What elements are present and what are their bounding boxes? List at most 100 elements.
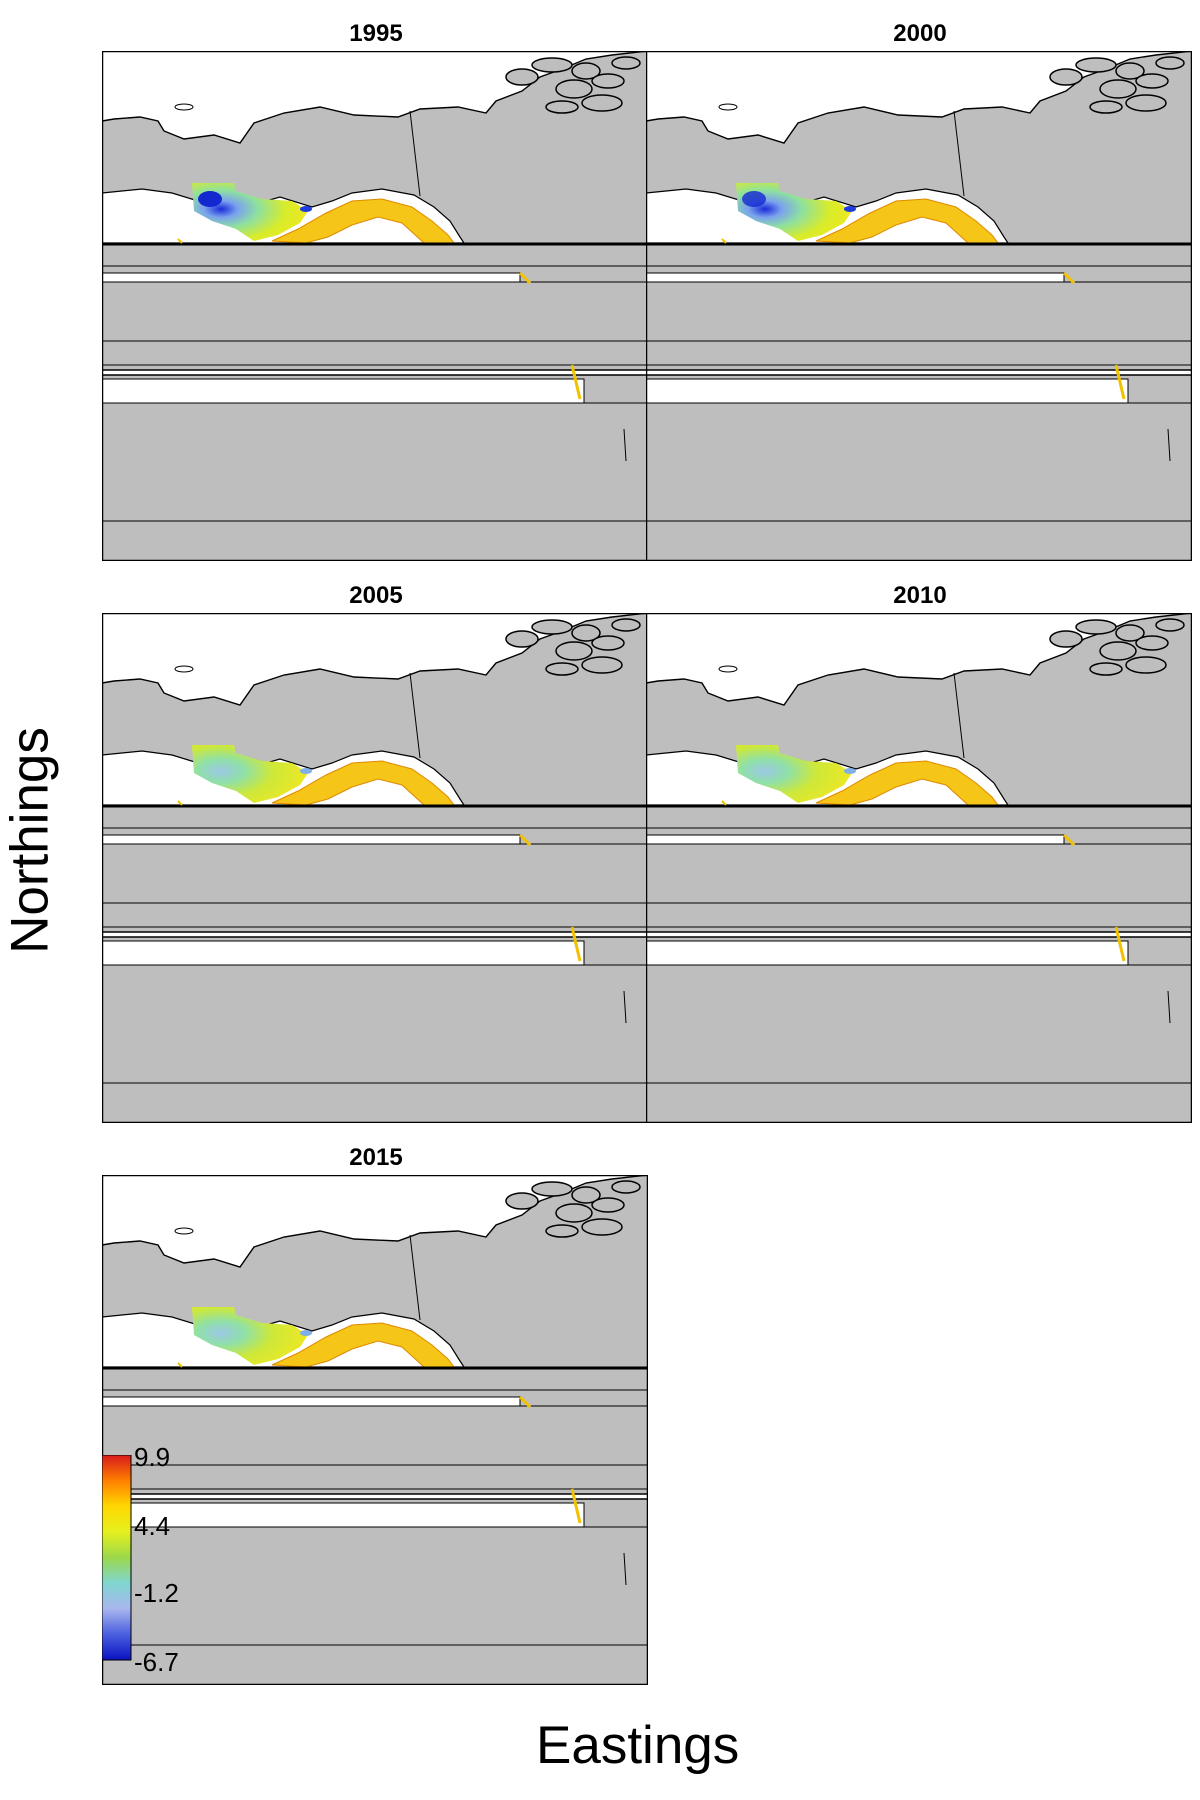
coast-mark <box>177 238 183 244</box>
arctic-island <box>571 624 601 642</box>
coast-mark <box>721 800 727 806</box>
arctic-island <box>1135 635 1169 651</box>
ocean-band <box>646 940 1129 966</box>
panel-frame <box>102 1175 648 1685</box>
arctic-island <box>1115 62 1145 80</box>
heat-hotspot-small <box>300 768 312 774</box>
coast-mark <box>518 833 532 847</box>
coast-mark <box>1062 271 1076 285</box>
heat-region-bering <box>192 1307 308 1365</box>
island-small <box>174 665 194 673</box>
coastline-fragment <box>623 428 627 462</box>
country-border <box>409 1234 421 1321</box>
coast-mark <box>1114 926 1126 962</box>
heat-hotspot-small <box>844 206 856 212</box>
ocean-band <box>102 940 585 966</box>
ocean-band <box>102 1493 648 1500</box>
island-small <box>718 665 738 673</box>
heat-hotspot <box>742 191 766 207</box>
heat-region-bering <box>192 745 308 803</box>
arctic-island <box>1115 624 1145 642</box>
arctic-coastline <box>646 613 1192 706</box>
coast-mark <box>177 1362 183 1368</box>
ocean-band <box>102 1502 585 1528</box>
ocean-band <box>102 1396 521 1407</box>
arctic-island <box>555 1203 593 1223</box>
arctic-island <box>571 62 601 80</box>
heat-hotspot <box>198 191 222 207</box>
ocean-band <box>102 378 585 404</box>
arctic-island <box>591 73 625 89</box>
ocean-band <box>646 834 1065 845</box>
panel-title-2005: 2005 <box>349 582 403 609</box>
arctic-island <box>505 630 539 648</box>
panel-frame <box>646 613 1192 1123</box>
arctic-island <box>1125 656 1167 674</box>
legend-tick-upper: 4.4 <box>134 1511 171 1541</box>
arctic-island <box>581 94 623 112</box>
map-panel-1995 <box>102 51 648 561</box>
country-border <box>409 672 421 759</box>
coastline-fragment <box>1167 428 1171 462</box>
panel-title-2010: 2010 <box>893 582 947 609</box>
ocean-band <box>646 931 1192 938</box>
arctic-island <box>1075 619 1117 635</box>
arctic-coastline <box>102 1175 648 1268</box>
legend-tick-max: 9.9 <box>134 1442 171 1472</box>
coast-mark <box>721 238 727 244</box>
arctic-coastline <box>102 51 648 144</box>
arctic-island <box>1135 73 1169 89</box>
coast-mark <box>570 364 582 400</box>
coast-mark <box>1114 364 1126 400</box>
arctic-coastline <box>646 51 1192 144</box>
legend-tick-lower: -1.2 <box>134 1578 179 1608</box>
arctic-island <box>571 1186 601 1204</box>
arctic-island <box>1099 79 1137 99</box>
arctic-island <box>531 57 573 73</box>
color-legend <box>102 1455 132 1661</box>
heat-region-coast <box>815 760 999 806</box>
arctic-island <box>505 68 539 86</box>
arctic-island <box>1075 57 1117 73</box>
arctic-island <box>545 1224 579 1238</box>
heat-region-coast <box>271 760 455 806</box>
heat-hotspot-small <box>300 206 312 212</box>
heat-region-coast <box>271 198 455 244</box>
country-border <box>953 110 965 197</box>
y-axis-title: Northings <box>0 727 60 954</box>
heat-region-coast <box>271 1322 455 1368</box>
arctic-island <box>1049 68 1083 86</box>
arctic-island <box>1125 94 1167 112</box>
coast-mark <box>177 800 183 806</box>
arctic-coastline <box>102 613 648 706</box>
island-small <box>174 1227 194 1235</box>
arctic-island <box>1155 618 1185 632</box>
country-border <box>409 110 421 197</box>
panel-title-2015: 2015 <box>349 1144 403 1171</box>
arctic-island <box>1155 56 1185 70</box>
coast-mark <box>570 926 582 962</box>
arctic-island <box>581 656 623 674</box>
map-panel-2005 <box>102 613 648 1123</box>
arctic-island <box>505 1192 539 1210</box>
legend-tick-min: -6.7 <box>134 1647 179 1677</box>
coastline-fragment <box>623 1552 627 1586</box>
coastline-fragment <box>623 990 627 1024</box>
arctic-island <box>1089 100 1123 114</box>
coast-mark <box>1062 833 1076 847</box>
ocean-band <box>646 369 1192 376</box>
heat-hotspot-small <box>844 768 856 774</box>
panel-title-1995: 1995 <box>349 20 403 47</box>
panel-title-2000: 2000 <box>893 20 947 47</box>
heat-region-bering <box>736 745 852 803</box>
heat-region-coast <box>815 198 999 244</box>
coast-mark <box>518 1395 532 1409</box>
map-panel-2000 <box>646 51 1192 561</box>
heat-hotspot-small <box>300 1330 312 1336</box>
panel-frame <box>646 51 1192 561</box>
arctic-island <box>555 79 593 99</box>
arctic-island <box>1099 641 1137 661</box>
arctic-island <box>555 641 593 661</box>
arctic-island <box>581 1218 623 1236</box>
arctic-island <box>591 635 625 651</box>
